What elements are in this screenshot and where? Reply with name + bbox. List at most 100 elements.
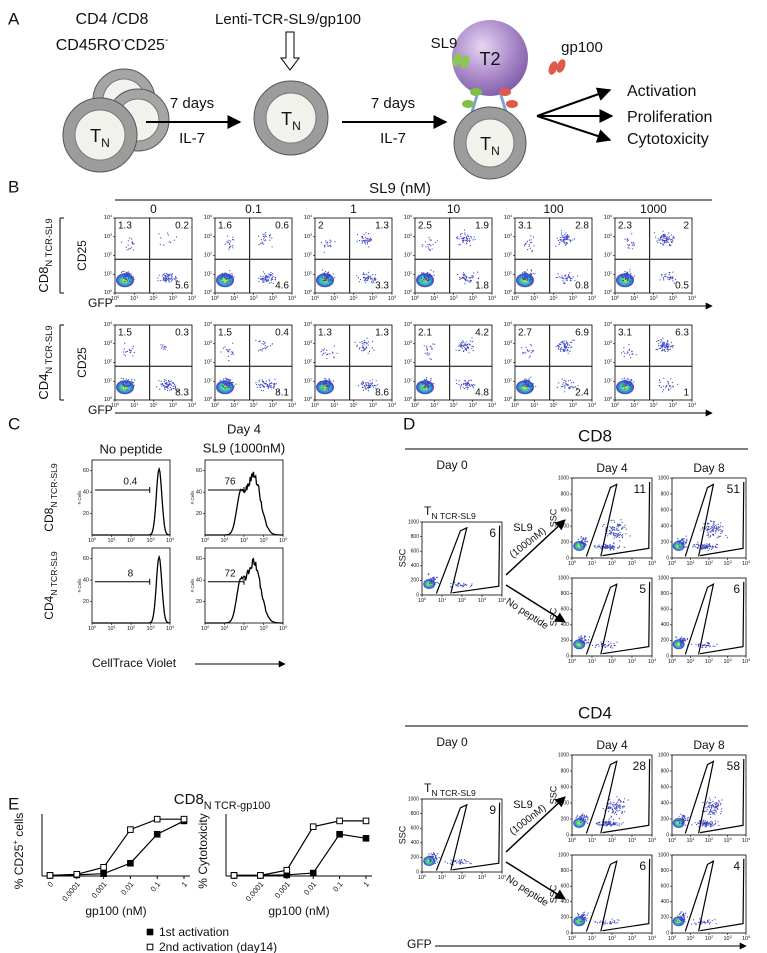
- event-dot: [617, 806, 619, 808]
- event-dot: [263, 240, 265, 242]
- event-dot: [427, 387, 429, 389]
- tick-label-part: 4: [610, 214, 612, 218]
- event-dot: [129, 352, 131, 354]
- event-dot: [227, 382, 230, 384]
- event-dot: [424, 387, 426, 389]
- event-dot: [430, 853, 432, 855]
- event-dot: [556, 237, 559, 239]
- event-dot: [261, 385, 264, 387]
- event-dot: [712, 809, 714, 811]
- tick-label: 102: [705, 837, 713, 845]
- event-dot: [271, 274, 273, 276]
- event-dot: [132, 276, 134, 278]
- gate-value: 5: [639, 582, 646, 596]
- event-dot: [717, 523, 719, 525]
- event-dot: [702, 821, 704, 823]
- event-dot: [571, 346, 573, 348]
- event-dot: [269, 275, 271, 277]
- tick-label: 101: [686, 658, 694, 666]
- event-dot: [429, 274, 431, 276]
- event-dot: [672, 240, 674, 242]
- event-dot: [158, 380, 160, 382]
- event-dot: [625, 528, 627, 530]
- tick-label-part: 3: [675, 295, 677, 299]
- event-dot: [681, 914, 683, 916]
- event-dot: [699, 820, 701, 822]
- event-dot: [575, 817, 577, 819]
- tick-label: 100: [201, 625, 209, 633]
- event-dot: [431, 274, 433, 277]
- event-dot: [326, 384, 328, 386]
- tick-label: 102: [404, 358, 412, 366]
- event-dot: [464, 234, 466, 236]
- event-dot: [661, 344, 664, 346]
- event-dot: [562, 340, 564, 342]
- event-dot: [715, 923, 717, 925]
- event-dot: [680, 918, 683, 921]
- event-dot: [428, 381, 430, 383]
- event-dot: [171, 273, 173, 276]
- event-dot: [435, 855, 437, 857]
- data-point: [46, 872, 54, 879]
- step-time: 7 days: [170, 95, 214, 112]
- tick-label-part: 0: [317, 402, 319, 406]
- event-dot: [703, 822, 705, 824]
- event-dot: [679, 923, 681, 925]
- event-dot: [526, 240, 529, 242]
- tick-label: 100: [104, 396, 112, 404]
- tick-label-part: 1: [610, 270, 612, 274]
- event-dot: [438, 857, 440, 859]
- event-dot: [653, 232, 656, 234]
- tick-label-part: 10: [211, 403, 217, 409]
- event-dot: [133, 278, 135, 280]
- tick-label: 800: [561, 491, 570, 497]
- tick-label: 100: [204, 396, 212, 404]
- gate-value: 28: [633, 759, 647, 773]
- event-dot: [326, 244, 328, 246]
- event-dot: [564, 275, 566, 277]
- event-dot: [692, 546, 694, 548]
- event-dot: [562, 385, 564, 387]
- row-label: CD4N TCR-SL9: [36, 325, 54, 399]
- event-dot: [371, 383, 373, 385]
- tick-label-part: 10: [458, 598, 464, 604]
- tick-label-part: 3: [375, 402, 377, 406]
- event-dot: [715, 811, 717, 813]
- event-dot: [606, 823, 609, 826]
- tick-label-part: 10: [279, 538, 285, 544]
- event-dot: [565, 239, 567, 241]
- event-dot: [423, 280, 425, 282]
- event-dot: [368, 350, 371, 353]
- event-dot: [570, 280, 572, 282]
- tick-label-part: 3: [210, 340, 212, 344]
- event-dot: [713, 812, 715, 814]
- tick-label: 103: [204, 340, 212, 348]
- event-dot: [668, 232, 670, 234]
- event-dot: [360, 236, 362, 238]
- event-dot: [362, 349, 364, 351]
- event-dot: [164, 387, 166, 389]
- event-dot: [609, 545, 611, 548]
- event-dot: [612, 545, 614, 548]
- event-dot: [560, 240, 562, 242]
- event-dot: [570, 278, 572, 280]
- event-dot: [708, 545, 710, 547]
- event-dot: [664, 345, 666, 347]
- event-dot: [466, 343, 468, 345]
- event-dot: [631, 248, 633, 250]
- tick-label-part: 2: [464, 874, 466, 878]
- event-dot: [610, 547, 612, 550]
- event-dot: [672, 235, 674, 238]
- event-dot: [430, 276, 432, 278]
- event-dot: [698, 826, 700, 828]
- tick-label: 100: [504, 289, 512, 297]
- event-dot: [659, 242, 662, 244]
- event-dot: [458, 582, 460, 584]
- event-dot: [369, 387, 371, 389]
- event-dot: [325, 242, 327, 244]
- event-dot: [232, 236, 234, 238]
- event-dot: [562, 350, 564, 352]
- event-dot: [275, 383, 277, 385]
- event-dot: [672, 280, 674, 282]
- event-dot: [124, 384, 126, 386]
